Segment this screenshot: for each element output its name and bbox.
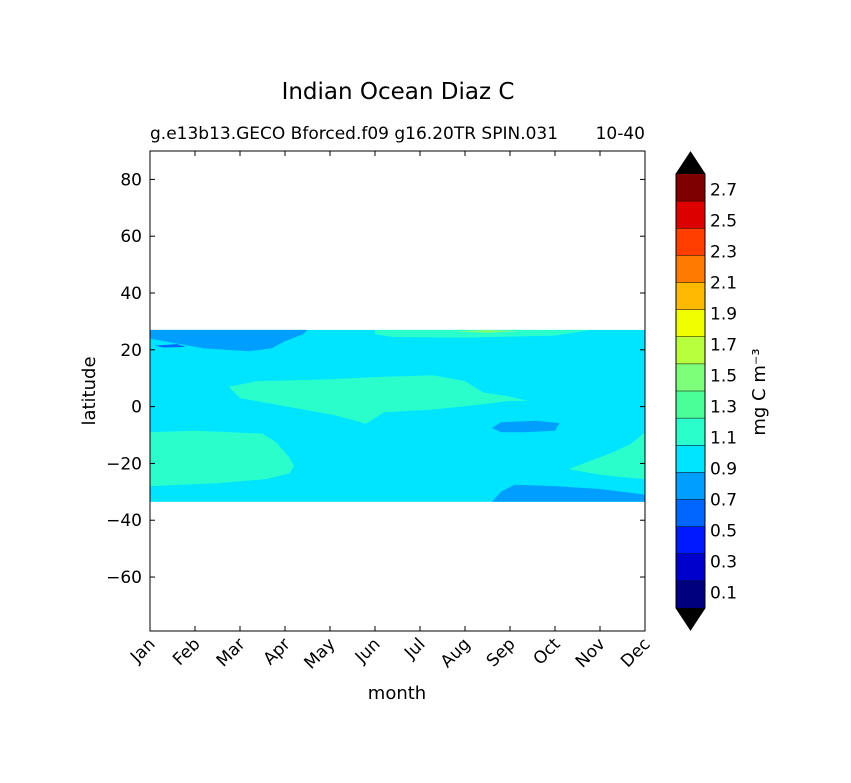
y-tick-label: 20 — [120, 341, 142, 361]
colorbar-segment-3 — [676, 499, 705, 527]
contour-region-8 — [154, 344, 186, 348]
y-axis: 80 60 40 20 0 −20 −40 −60 — [106, 170, 645, 588]
colorbar-segment-12 — [676, 255, 705, 283]
colorbar-tick-label: 1.9 — [710, 305, 737, 325]
colorbar-segment-2 — [676, 526, 705, 554]
colorbar-extend-top — [676, 152, 705, 174]
plot-frame — [149, 150, 646, 632]
chart-subtitle-right: 10-40 — [596, 124, 645, 144]
colorbar-tick-label: 2.3 — [710, 243, 737, 263]
colorbar-segment-8 — [676, 363, 705, 391]
x-tick-label-jan: Jan — [126, 634, 159, 667]
colorbar-segment-6 — [676, 418, 705, 446]
colorbar-tick-label: 1.5 — [710, 367, 737, 387]
x-tick-label-nov: Nov — [572, 634, 610, 672]
x-tick-label-sep: Sep — [483, 634, 520, 671]
contour-region-1 — [150, 430, 294, 487]
x-tick-label-aug: Aug — [437, 634, 475, 672]
contour-region-4 — [456, 329, 519, 333]
colorbar-outline — [675, 151, 706, 631]
x-tick-label-apr: Apr — [260, 634, 295, 669]
contour-region-7 — [492, 484, 645, 502]
colorbar-tick-label: 2.7 — [710, 181, 737, 201]
x-tick-label-oct: Oct — [530, 634, 565, 669]
y-tick-label: −40 — [106, 511, 142, 531]
colorbar-tick-label: 0.9 — [710, 460, 737, 480]
chart-title: Indian Ocean Diaz C — [282, 79, 515, 105]
colorbar-tick-label: 0.7 — [710, 491, 737, 511]
colorbar-tick-label: 2.1 — [710, 274, 737, 294]
y-tick-label: 40 — [120, 284, 142, 304]
contour-region-3 — [375, 329, 591, 338]
colorbar-tick-label: 2.5 — [710, 212, 737, 232]
colorbar-tick-label: 1.3 — [710, 398, 737, 418]
x-tick-label-mar: Mar — [213, 634, 250, 671]
x-axis-label: month — [368, 683, 426, 704]
x-tick-label-may: May — [301, 634, 340, 673]
colorbar-segment-14 — [676, 201, 705, 229]
colorbar-segment-15 — [676, 174, 705, 202]
chart-subtitle: g.e13b13.GECO Bforced.f09 g16.20TR SPIN.… — [150, 124, 558, 144]
colorbar-tick-label: 0.5 — [710, 522, 737, 542]
y-tick-label: 60 — [120, 227, 142, 247]
colorbar-segment-7 — [676, 391, 705, 419]
colorbar-segment-5 — [676, 445, 705, 473]
contour-region-6 — [150, 329, 308, 352]
x-tick-label-feb: Feb — [169, 634, 204, 669]
x-tick-label-jun: Jun — [351, 634, 385, 668]
colorbar: 0.1 0.3 0.5 0.7 0.9 1.1 1.3 1.5 1.7 1.9 2.1 2.3 2.5 2… — [675, 151, 737, 631]
colorbar-tick-label: 1.1 — [710, 429, 737, 449]
colorbar-segment-11 — [676, 282, 705, 310]
plot-area: Jan Feb Mar Apr May Jun Jul Aug Sep Oct Nov Dec 80 6… — [106, 150, 655, 673]
y-tick-label: −60 — [106, 568, 142, 588]
contour-region-5 — [492, 420, 560, 433]
y-tick-label: −20 — [106, 454, 142, 474]
x-tick-label-dec: Dec — [617, 634, 654, 671]
colorbar-segment-10 — [676, 309, 705, 337]
colorbar-label: mg C m⁻³ — [749, 348, 770, 435]
contour-region-2 — [568, 432, 645, 479]
colorbar-segment-0 — [676, 580, 705, 608]
colorbar-segment-13 — [676, 228, 705, 256]
colorbar-segment-1 — [676, 553, 705, 581]
colorbar-tick-label: 0.1 — [710, 584, 737, 604]
colorbar-segment-9 — [676, 336, 705, 364]
colorbar-segment-4 — [676, 472, 705, 500]
contour-region-0 — [228, 375, 529, 424]
x-tick-label-jul: Jul — [400, 634, 429, 663]
colorbar-tick-label: 0.3 — [710, 553, 737, 573]
y-tick-label: 80 — [120, 170, 142, 190]
contour-fills — [150, 329, 645, 502]
colorbar-tick-label: 1.7 — [710, 336, 737, 356]
colorbar-extend-bottom — [676, 608, 705, 630]
y-tick-label: 0 — [131, 398, 142, 418]
y-axis-label: latitude — [79, 356, 100, 425]
